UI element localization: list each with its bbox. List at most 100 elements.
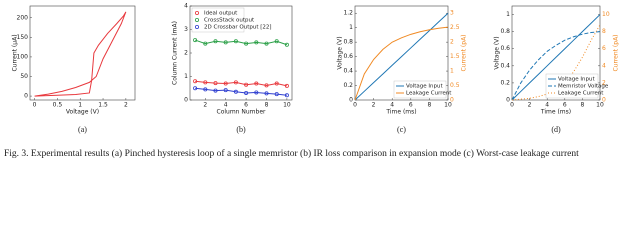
y-tick-label: 100 bbox=[17, 53, 29, 60]
data-point bbox=[274, 92, 279, 97]
data-point bbox=[213, 88, 218, 93]
data-point bbox=[233, 89, 238, 94]
y-tick-label: 1.2 bbox=[343, 10, 353, 17]
x-tick-label: 2 bbox=[372, 102, 376, 109]
series-line bbox=[354, 26, 449, 101]
legend-label: Voltage Input bbox=[406, 84, 443, 90]
y-tick-label: 150 bbox=[17, 34, 29, 41]
y2-axis-label: Current (pA) bbox=[613, 34, 620, 71]
data-point bbox=[203, 41, 208, 46]
y2-tick-label: 6 bbox=[602, 45, 606, 52]
x-axis-label: Voltage (V) bbox=[66, 109, 99, 116]
series-line bbox=[194, 39, 288, 46]
data-point bbox=[213, 81, 218, 86]
legend-label: 2D Crossbar Output [22] bbox=[204, 25, 272, 31]
caption: Fig. 3. Experimental results (a) Pinched… bbox=[4, 148, 579, 159]
data-point bbox=[193, 86, 198, 91]
series-line bbox=[354, 12, 449, 101]
x-tick-label: 4 bbox=[390, 102, 394, 109]
data-point bbox=[233, 39, 238, 44]
series-line bbox=[511, 14, 601, 101]
x-tick-label: 6 bbox=[409, 102, 413, 109]
x-tick-label: 0 bbox=[353, 102, 357, 109]
data-point bbox=[203, 87, 208, 92]
data-point bbox=[274, 81, 279, 86]
x-axis-label: Time (ms) bbox=[385, 109, 416, 116]
legend-marker bbox=[194, 24, 199, 29]
y-tick-label: 1 bbox=[506, 11, 510, 18]
y-tick-label: 0.6 bbox=[343, 53, 353, 60]
y2-tick-label: 2.5 bbox=[450, 24, 460, 31]
panel-label: (b) bbox=[236, 125, 246, 134]
legend-box bbox=[191, 7, 245, 33]
series-line bbox=[195, 87, 287, 96]
y-tick-label: 4 bbox=[184, 3, 188, 10]
plot-frame bbox=[511, 5, 601, 101]
y2-tick-label: 0 bbox=[450, 97, 454, 104]
data-point bbox=[193, 79, 198, 84]
data-point bbox=[254, 81, 259, 86]
legend-label: CrossStack output bbox=[204, 18, 255, 24]
y2-tick-label: 0 bbox=[602, 97, 606, 104]
data-point bbox=[244, 90, 249, 95]
legend-label: Leakage Current bbox=[406, 91, 452, 97]
data-point bbox=[284, 42, 289, 47]
x-axis-label: Column Number bbox=[217, 109, 267, 116]
y2-tick-label: 2 bbox=[450, 39, 454, 46]
x-tick-label: 10 bbox=[283, 102, 291, 109]
x-tick-label: 8 bbox=[265, 102, 269, 109]
y-tick-label: 1 bbox=[349, 24, 353, 31]
x-tick-label: 0.5 bbox=[53, 102, 63, 109]
data-point bbox=[223, 81, 228, 86]
legend-label: Leakage Current bbox=[558, 91, 604, 97]
y-tick-label: 0 bbox=[24, 93, 28, 100]
legend-marker bbox=[194, 17, 199, 22]
y2-tick-label: 3 bbox=[450, 10, 454, 17]
series-line bbox=[195, 80, 288, 87]
x-axis-label: Time (ms) bbox=[540, 109, 571, 116]
y-tick-label: 0.8 bbox=[343, 39, 353, 46]
series-line bbox=[511, 31, 601, 101]
y-tick-label: 0 bbox=[349, 97, 353, 104]
legend-box bbox=[393, 80, 447, 99]
y-tick-label: 0.4 bbox=[343, 68, 353, 75]
data-point bbox=[264, 41, 269, 46]
panel-label: (d) bbox=[551, 125, 561, 134]
panel-label: (a) bbox=[78, 125, 87, 134]
data-point bbox=[274, 39, 279, 44]
x-tick-label: 2 bbox=[203, 102, 207, 109]
data-point bbox=[223, 40, 228, 45]
data-point bbox=[244, 82, 249, 87]
legend-marker bbox=[194, 10, 199, 15]
data-point bbox=[284, 93, 289, 98]
panel-label: (c) bbox=[397, 125, 406, 134]
x-tick-label: 2 bbox=[528, 102, 532, 109]
y-tick-label: 0.2 bbox=[343, 82, 353, 89]
y2-tick-label: 2 bbox=[602, 79, 606, 86]
x-tick-label: 8 bbox=[580, 102, 584, 109]
y2-tick-label: 10 bbox=[602, 11, 610, 18]
data-point bbox=[284, 83, 289, 88]
x-tick-label: 10 bbox=[596, 102, 604, 109]
data-point bbox=[233, 80, 238, 85]
data-point bbox=[264, 91, 269, 96]
plot-frame bbox=[29, 5, 136, 101]
y-tick-label: 0 bbox=[184, 97, 188, 104]
data-point bbox=[254, 40, 259, 45]
data-point bbox=[193, 38, 198, 43]
y2-tick-label: 4 bbox=[602, 62, 606, 69]
data-point bbox=[223, 88, 228, 93]
x-tick-label: 8 bbox=[427, 102, 431, 109]
y-tick-label: 0.4 bbox=[500, 62, 510, 69]
x-tick-label: 1 bbox=[78, 102, 82, 109]
x-tick-label: 0 bbox=[33, 102, 37, 109]
y-axis-label: Voltage (V) bbox=[494, 36, 501, 69]
y-tick-label: 0.6 bbox=[500, 45, 510, 52]
data-point bbox=[213, 39, 218, 44]
legend-label: Memristor Voltage bbox=[558, 84, 609, 90]
data-point bbox=[264, 83, 269, 88]
y2-tick-label: 1.5 bbox=[450, 53, 460, 60]
legend-label: Ideal output bbox=[204, 11, 238, 17]
x-tick-label: 2 bbox=[124, 102, 128, 109]
